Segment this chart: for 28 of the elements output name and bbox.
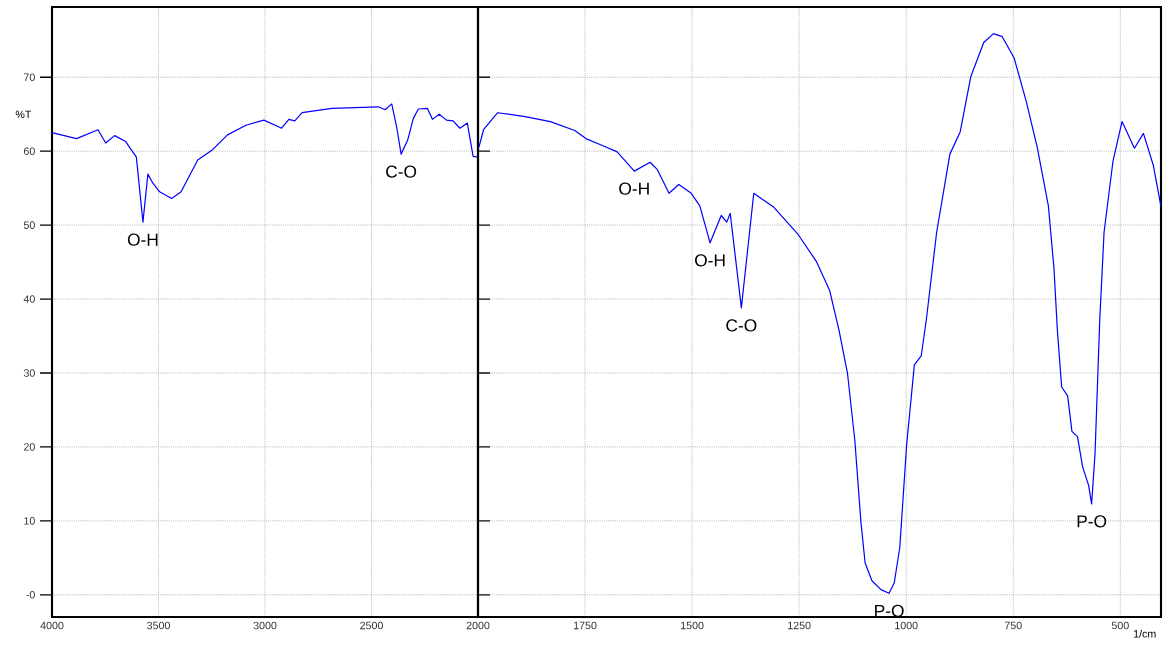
x-tick-label: 1000 (895, 621, 918, 630)
x-axis-title: 1/cm (1133, 629, 1156, 638)
x-tick-label: 3500 (147, 621, 170, 630)
x-tick-label: 750 (1004, 621, 1022, 630)
x-tick-label: 3000 (253, 621, 277, 630)
annotation: P-O (1077, 515, 1107, 528)
y-tick-label: 70 (23, 73, 35, 81)
annotation: O-H (695, 254, 725, 267)
annotation: O-H (127, 233, 158, 246)
y-tick-label: 30 (23, 369, 35, 377)
annotation: C-O (386, 165, 417, 178)
y-tick-label: -0 (26, 591, 35, 599)
y-tick-label: 10 (24, 517, 35, 525)
line-series (51, 103, 479, 223)
x-tick-label: 4000 (40, 621, 64, 630)
x-tick-label: 1500 (681, 621, 704, 630)
x-tick-label: 1250 (788, 621, 811, 630)
y-axis-title: %T (15, 110, 32, 119)
x-tick-label: 500 (1111, 621, 1129, 630)
x-tick-label: 1750 (574, 621, 597, 630)
annotation: C-O (726, 319, 757, 332)
annotation: O-H (619, 182, 649, 195)
x-tick-label: 2000 (466, 621, 490, 630)
y-tick-label: 60 (23, 147, 35, 155)
y-tick-label: 40 (23, 295, 35, 303)
y-tick-label: 20 (23, 443, 35, 451)
x-tick-label: 2500 (360, 621, 383, 630)
y-tick-label: 50 (23, 221, 35, 229)
